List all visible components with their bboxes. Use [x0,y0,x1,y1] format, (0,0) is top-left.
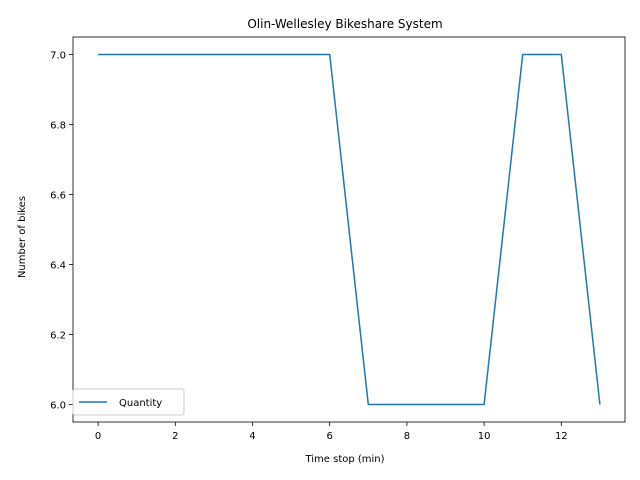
x-tick-label: 12 [555,431,568,442]
y-tick-label: 6.4 [50,261,66,272]
y-tick-label: 6.6 [50,191,66,202]
legend-box [72,388,185,416]
x-tick-label: 4 [249,431,255,442]
y-axis-label: Number of bikes [17,196,28,278]
y-tick-label: 6.2 [50,331,66,342]
x-tick-label: 2 [172,431,178,442]
legend-label: Quantity [119,398,162,409]
x-axis-label: Time stop (min) [304,454,384,465]
series-line-0 [98,53,601,406]
x-tick-label: 10 [478,431,491,442]
chart-title: Olin-Wellesley Bikeshare System [247,17,442,31]
x-tick-label: 0 [95,431,101,442]
axes-frame [72,36,626,423]
x-tick-label: 8 [404,431,410,442]
y-tick-label: 6.8 [50,121,66,132]
y-tick-label: 7.0 [50,51,66,62]
y-tick-label: 6.0 [50,401,66,412]
x-tick-label: 6 [327,431,333,442]
plot-area: 0 2 4 6 8 10 12 6.0 6.2 6.4 6.6 6.8 7.0 [50,36,626,442]
legend: Quantity [72,388,185,416]
